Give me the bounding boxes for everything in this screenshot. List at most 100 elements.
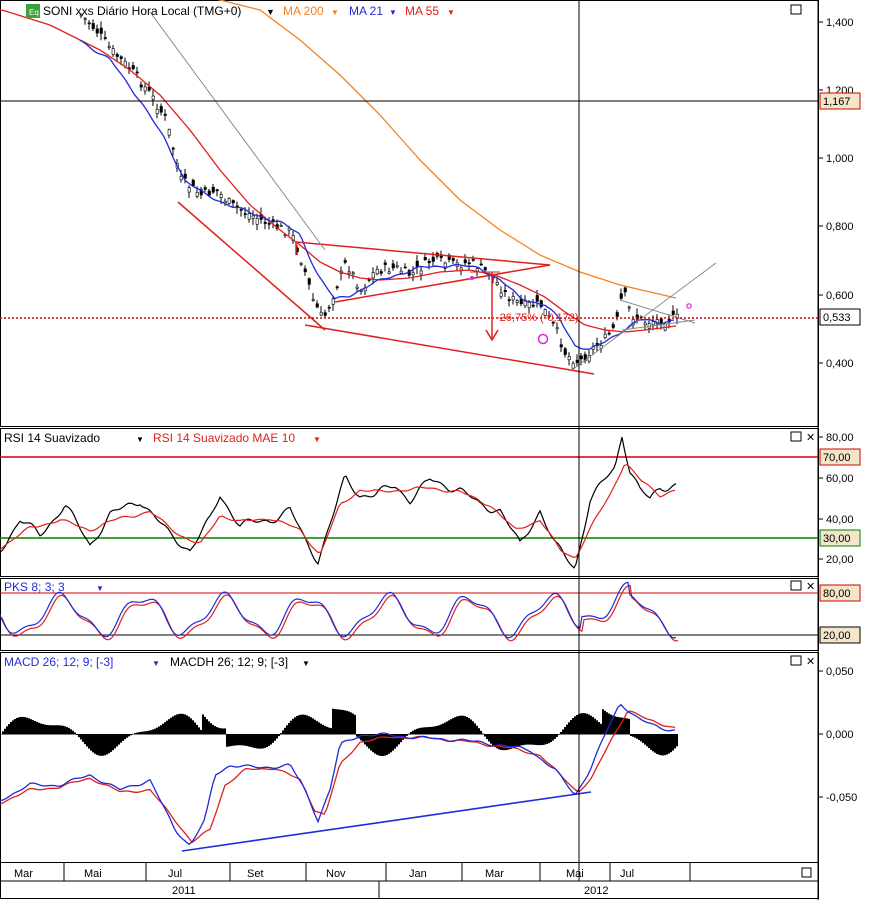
rsi-level-high-box — [819, 448, 861, 466]
macdh-bar — [236, 734, 238, 746]
price-candle — [187, 187, 191, 193]
last-value-box — [819, 308, 861, 326]
price-candle — [555, 327, 559, 330]
macdh-bar — [436, 725, 438, 735]
price-candle — [531, 304, 535, 307]
macdh-bar — [636, 734, 638, 739]
rsi-mae-label[interactable]: RSI 14 Suavizado MAE 10 — [153, 431, 295, 445]
price-candle — [203, 187, 207, 190]
price-candle — [379, 271, 383, 274]
price-candle — [635, 314, 639, 320]
macdh-dropdown-icon[interactable]: ▼ — [302, 659, 310, 668]
macdh-bar — [126, 734, 128, 738]
price-candle — [515, 300, 519, 303]
symbol-title-dropdown-icon[interactable]: ▼ — [266, 7, 275, 17]
price-candle — [539, 300, 543, 307]
macd-dropdown-icon[interactable]: ▼ — [152, 659, 160, 668]
macdh-bar — [98, 734, 100, 756]
macdh-bar — [416, 728, 418, 735]
ma200-label[interactable]: MA 200 — [283, 4, 324, 18]
macdh-bar — [646, 734, 648, 747]
macdh-bar — [584, 713, 586, 735]
price-candle — [103, 37, 107, 39]
macd-close-icon[interactable]: ✕ — [806, 656, 815, 668]
macdh-bar — [418, 728, 420, 735]
main-maximize-icon[interactable] — [790, 4, 802, 15]
macdh-bar — [318, 722, 320, 735]
macdh-bar — [538, 734, 540, 746]
macdh-bar — [634, 734, 636, 738]
price-candle — [179, 175, 183, 181]
macdh-bar — [228, 734, 230, 747]
ma21-dropdown-icon[interactable]: ▼ — [389, 8, 397, 17]
macdh-bar — [562, 729, 564, 735]
macdh-bar — [546, 734, 548, 744]
macdh-bar — [26, 717, 28, 735]
price-candle — [227, 198, 231, 204]
ma200-dropdown-icon[interactable]: ▼ — [331, 8, 339, 17]
macd-label[interactable]: MACD 26; 12; 9; [-3] — [4, 655, 113, 669]
pks-level-low: 20,00 — [823, 630, 851, 642]
macdh-bar — [322, 724, 324, 735]
macdh-bar — [374, 734, 376, 754]
macdh-bar — [482, 733, 484, 735]
macdh-bar — [352, 713, 354, 735]
symbol-title[interactable]: SONI xxs Diário Hora Local (TMG+0) — [43, 4, 241, 18]
macd-maximize-icon[interactable] — [790, 655, 802, 666]
macdh-bar — [312, 718, 314, 735]
macdh-bar — [392, 734, 394, 751]
macdh-bar — [560, 731, 562, 735]
macdh-bar — [214, 726, 216, 735]
macdh-bar — [110, 734, 112, 752]
macdh-bar — [644, 734, 646, 745]
rsi-mae-line — [0, 464, 676, 558]
macdh-bar — [28, 718, 30, 735]
price-candle — [251, 215, 255, 219]
macdh-bar — [548, 734, 550, 744]
macdh-label[interactable]: MACDH 26; 12; 9; [-3] — [170, 655, 288, 669]
macd-divergence-line — [181, 791, 592, 852]
rsi-close-icon[interactable]: ✕ — [806, 432, 815, 444]
macdh-bar — [478, 728, 480, 735]
price-candle — [411, 272, 415, 276]
pks-label[interactable]: PKS 8; 3; 3 — [4, 580, 65, 594]
crosshair-value-box — [819, 92, 861, 110]
pks-close-icon[interactable]: ✕ — [806, 581, 815, 593]
price-candle — [239, 209, 243, 211]
macdh-bar — [306, 715, 308, 735]
rsi-maximize-icon[interactable] — [790, 431, 802, 442]
macdh-bar — [100, 734, 102, 756]
rsi-level-low: 30,00 — [823, 533, 851, 545]
rsi-mae-dropdown-icon[interactable]: ▼ — [313, 435, 321, 444]
price-candle — [431, 256, 435, 262]
trendline-channel-upper — [177, 201, 326, 331]
macdh-bar — [14, 718, 16, 735]
macdh-bar — [140, 731, 142, 735]
pks-maximize-icon[interactable] — [790, 580, 802, 591]
macdh-bar — [438, 725, 440, 735]
macdh-bar — [506, 734, 508, 750]
macdh-bar — [650, 734, 652, 750]
macdh-bar — [46, 724, 48, 735]
macdh-bar — [24, 717, 26, 735]
macdh-bar — [244, 734, 246, 746]
ma55-label[interactable]: MA 55 — [405, 4, 439, 18]
price-tick: 0,600 — [826, 290, 854, 302]
macdh-bar — [70, 729, 72, 735]
price-candle — [335, 286, 339, 289]
pks-dropdown-icon[interactable]: ▼ — [96, 584, 104, 593]
price-candle — [255, 218, 259, 225]
axis-settings-icon[interactable] — [801, 867, 812, 878]
ma55-dropdown-icon[interactable]: ▼ — [447, 8, 455, 17]
macdh-bar — [50, 725, 52, 735]
macdh-bar — [168, 719, 170, 735]
macdh-bar — [188, 716, 190, 735]
ma21-label[interactable]: MA 21 — [349, 4, 383, 18]
rsi-label[interactable]: RSI 14 Suavizado — [4, 431, 100, 445]
macdh-bar — [134, 733, 136, 735]
rsi-dropdown-icon[interactable]: ▼ — [136, 435, 144, 444]
macdh-bar — [658, 734, 660, 755]
macdh-bar — [30, 719, 32, 735]
macdh-bar — [194, 722, 196, 735]
price-candle — [115, 54, 119, 57]
